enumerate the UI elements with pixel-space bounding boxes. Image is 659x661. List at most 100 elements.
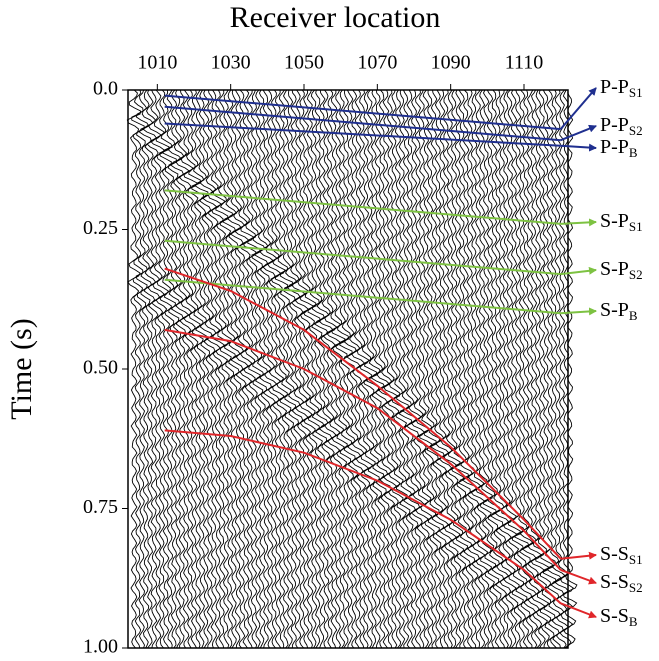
trace [382, 89, 399, 649]
y-tick-label: 0.25 [83, 217, 118, 239]
trace [461, 89, 478, 649]
trace [311, 89, 325, 649]
trace [386, 89, 401, 649]
trace [377, 89, 394, 649]
label-sub: S2 [629, 123, 643, 138]
arrow [560, 218, 597, 227]
label-sub: B [629, 145, 638, 160]
trace [233, 89, 250, 649]
trace [498, 89, 514, 649]
x-tick-label: 1110 [505, 52, 544, 74]
trace [159, 89, 173, 649]
trace [131, 89, 145, 649]
trace [215, 89, 229, 649]
trace [318, 89, 335, 649]
trace [507, 89, 521, 649]
trace [322, 89, 338, 649]
trace [442, 89, 458, 649]
trace [430, 89, 446, 649]
trace [423, 89, 437, 649]
trace [270, 90, 286, 649]
trace [457, 89, 474, 649]
trace [307, 89, 321, 649]
trace [339, 89, 353, 649]
trace [313, 89, 330, 649]
y-tick-label: 0.50 [83, 357, 118, 379]
trace [251, 89, 266, 649]
trace [266, 89, 282, 649]
y-axis-title: Time (s) [5, 318, 38, 419]
trace [135, 89, 150, 649]
trace [283, 89, 299, 649]
trace [399, 89, 413, 649]
legend-label: S-PS2 [600, 258, 643, 282]
trace [395, 89, 409, 649]
legend-label: S-SS1 [600, 543, 643, 567]
trace [550, 89, 567, 649]
trace [494, 89, 510, 649]
trace [222, 89, 238, 649]
label-sub: S2 [629, 267, 643, 282]
arrow [560, 568, 597, 585]
trace [201, 89, 218, 649]
label-main: P-P [600, 76, 629, 98]
event-line [164, 267, 562, 560]
label-main: S-S [600, 605, 629, 627]
trace [502, 89, 518, 649]
trace [467, 90, 482, 648]
trace [335, 89, 350, 649]
trace [487, 89, 503, 649]
event-line [164, 189, 561, 225]
trace [375, 89, 391, 649]
trace [138, 89, 154, 649]
y-tick-label: 0.75 [83, 496, 118, 518]
trace [438, 89, 454, 649]
label-sub: B [629, 614, 638, 629]
label-sub: S2 [629, 580, 643, 595]
label-main: S-S [600, 571, 629, 593]
trace [302, 89, 317, 649]
trace [325, 90, 341, 649]
label-main: P-P [600, 114, 629, 136]
x-tick-label: 1010 [137, 52, 177, 74]
arrow [560, 307, 597, 316]
trace [126, 89, 142, 649]
trace [187, 89, 201, 649]
trace [482, 89, 497, 649]
event-line [164, 429, 562, 605]
trace [490, 89, 505, 649]
event-line [164, 239, 561, 276]
x-tick-label: 1090 [431, 52, 471, 74]
event-line [164, 278, 561, 315]
trace [434, 89, 450, 649]
trace [562, 89, 578, 649]
label-main: P-P [600, 136, 629, 158]
legend-label: S-PB [600, 299, 638, 323]
trace [155, 89, 170, 649]
label-main: S-S [600, 543, 629, 565]
trace [211, 89, 226, 649]
trace [521, 89, 538, 648]
arrow [560, 602, 597, 619]
trace [227, 89, 243, 649]
arrow [559, 87, 597, 130]
y-tick-label: 1.00 [83, 636, 118, 658]
trace [149, 89, 165, 649]
trace [511, 89, 526, 649]
trace [426, 89, 441, 649]
trace [286, 89, 301, 648]
trace [219, 89, 233, 649]
trace [167, 89, 183, 649]
trace [146, 89, 162, 649]
arrow [560, 551, 597, 560]
trace [366, 89, 382, 649]
trace [274, 89, 289, 649]
event-line [164, 105, 561, 142]
trace [530, 89, 546, 649]
arrow [560, 143, 597, 152]
x-tick-label: 1030 [211, 52, 251, 74]
trace [254, 89, 269, 649]
legend-label: S-PS1 [600, 210, 643, 234]
legend-label: P-PB [600, 136, 638, 160]
